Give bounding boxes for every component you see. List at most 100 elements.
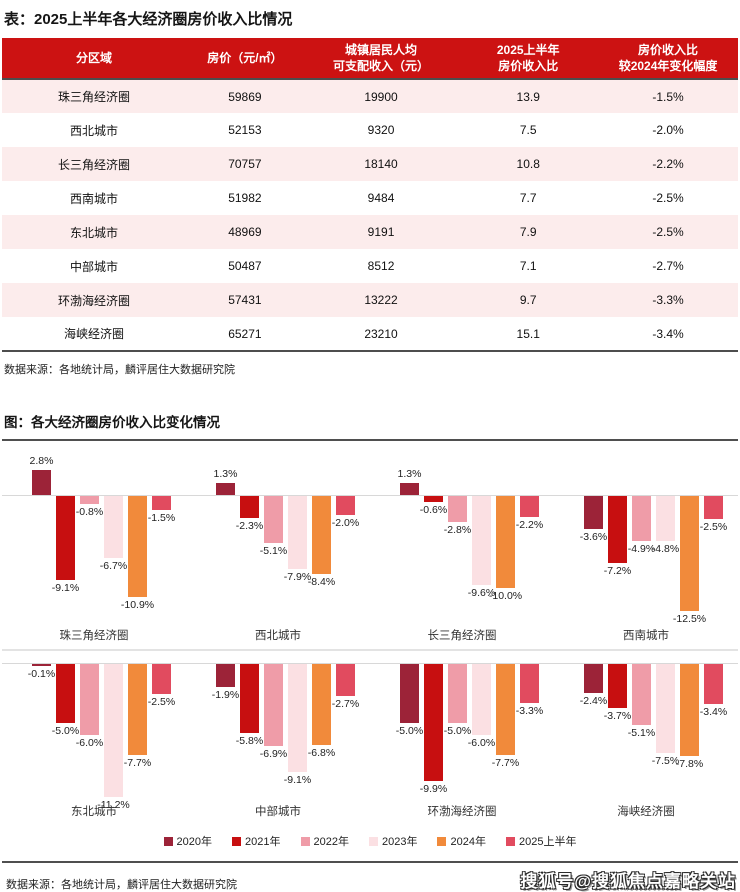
legend-item: 2023年 xyxy=(369,833,417,849)
bar-2024年 xyxy=(312,664,331,745)
table-row: 环渤海经济圈 57431 13222 9.7 -3.3% xyxy=(2,283,738,318)
legend-label: 2023年 xyxy=(382,836,418,849)
bar-2024年 xyxy=(680,664,699,757)
legend-swatch xyxy=(369,836,378,846)
group-label: 长三角经济圈 xyxy=(427,630,497,643)
bar-value-label: 2.8% xyxy=(29,454,54,467)
value-cell: 10.8 xyxy=(516,157,540,172)
bar-value-label: -6.9% xyxy=(259,747,288,760)
bar-2022年 xyxy=(264,496,283,544)
bar-value-label: -6.0% xyxy=(467,737,496,750)
value-cell: 15.1 xyxy=(516,326,540,341)
value-cell: 7.9 xyxy=(519,225,537,240)
column-header-line: 分区域 xyxy=(75,51,112,66)
bar-2022年 xyxy=(632,496,651,542)
bar-2020年 xyxy=(216,664,235,687)
value-cell: -2.2% xyxy=(652,157,684,172)
bar-2021年 xyxy=(608,664,627,709)
value-cell: 7.5 xyxy=(519,123,537,138)
legend-swatch xyxy=(163,836,173,846)
column-header-line: 可支配收入（元） xyxy=(333,59,430,74)
value-cell: 19900 xyxy=(364,89,398,104)
watermark: 搜狐号@搜狐焦点嘉略关站 xyxy=(520,872,736,892)
bar-value-label: -5.0% xyxy=(443,725,472,738)
bar-value-label: -7.8% xyxy=(675,758,704,771)
bar-value-label: 1.3% xyxy=(397,468,422,481)
region-cell: 中部城市 xyxy=(69,259,118,274)
column-header-line: 房价收入比 xyxy=(498,59,559,74)
bar-2022年 xyxy=(80,664,99,736)
value-cell: 48969 xyxy=(228,225,262,240)
table-row: 东北城市 48969 9191 7.9 -2.5% xyxy=(2,215,738,250)
bar-value-label: -0.1% xyxy=(27,667,56,680)
bar-value-label: -2.3% xyxy=(235,519,264,532)
legend-label: 2021年 xyxy=(245,836,281,849)
bar-value-label: -0.6% xyxy=(419,503,448,516)
bar-2021年 xyxy=(424,496,443,502)
column-header-line: 城镇居民人均 xyxy=(345,43,418,57)
bar-2023年 xyxy=(472,496,491,585)
bar-chart: 2.8% -9.1% -0.8% -6.7% -10.9% -1.5% 珠三角经济圈 1.3%… xyxy=(2,439,738,864)
bar-value-label: -7.7% xyxy=(491,757,520,770)
bar-2025上半年 xyxy=(520,496,539,517)
legend-item: 2024年 xyxy=(437,833,486,849)
value-cell: 7.1 xyxy=(519,259,537,274)
bar-value-label: -10.9% xyxy=(120,598,155,611)
chart-source: 数据来源：各地统计局，麟评居住大数据研究院 xyxy=(6,879,237,892)
bar-value-label: 1.3% xyxy=(213,468,238,481)
region-cell: 西北城市 xyxy=(69,123,118,138)
bar-value-label: -2.8% xyxy=(443,524,472,537)
bar-2021年 xyxy=(240,496,259,518)
bar-value-label: -1.9% xyxy=(211,688,240,701)
value-cell: 18140 xyxy=(364,157,398,172)
bar-2025上半年 xyxy=(336,664,355,697)
region-cell: 西南城市 xyxy=(69,191,118,206)
bar-2025上半年 xyxy=(520,664,539,704)
bar-value-label: -3.7% xyxy=(603,710,632,723)
legend-item: 2021年 xyxy=(232,833,281,849)
table-header: 分区域 房价（元/㎡） 城镇居民人均 可支配收入（元） 2025上半年 房价收入比 房价收入… xyxy=(2,38,738,81)
group-label: 珠三角经济圈 xyxy=(59,630,129,643)
chart-row-bottom: -0.1% -5.0% -6.0% -11.2% -7.7% -2.5% 东北城市 -1.9%… xyxy=(2,649,738,825)
bar-2022年 xyxy=(264,664,283,746)
value-cell: 9484 xyxy=(367,191,395,206)
value-cell: 9191 xyxy=(367,225,395,240)
bar-2022年 xyxy=(632,664,651,725)
bar-2025上半年 xyxy=(152,496,171,511)
value-cell: 51982 xyxy=(228,191,262,206)
bar-2020年 xyxy=(32,469,51,496)
bar-value-label: -4.9% xyxy=(627,543,656,556)
bar-2025上半年 xyxy=(704,496,723,520)
region-cell: 东北城市 xyxy=(69,225,118,240)
bar-value-label: -2.2% xyxy=(515,518,544,531)
value-cell: -3.4% xyxy=(652,326,684,341)
bar-value-label: -6.0% xyxy=(75,737,104,750)
bar-value-label: -2.0% xyxy=(331,516,360,529)
value-cell: 8512 xyxy=(367,259,395,274)
table-row: 西北城市 52153 9320 7.5 -2.0% xyxy=(2,113,738,148)
column-header: 2025上半年 房价收入比 xyxy=(458,38,599,81)
bar-value-label: -5.1% xyxy=(259,545,288,558)
region-cell: 长三角经济圈 xyxy=(57,157,130,172)
legend-swatch xyxy=(505,836,515,846)
bar-2025上半年 xyxy=(152,664,171,694)
value-cell: 57431 xyxy=(228,293,262,308)
column-header: 房价（元/㎡） xyxy=(186,38,304,81)
legend-swatch xyxy=(300,836,310,846)
bar-2021年 xyxy=(240,664,259,733)
legend-item: 2025上半年 xyxy=(505,833,576,849)
legend-label: 2020年 xyxy=(176,836,213,849)
column-header: 分区域 xyxy=(2,38,186,81)
value-cell: -2.5% xyxy=(652,225,684,240)
bar-2020年 xyxy=(32,664,51,666)
bar-value-label: -3.4% xyxy=(699,706,728,719)
price-income-table: 分区域 房价（元/㎡） 城镇居民人均 可支配收入（元） 2025上半年 房价收入比 房价收入… xyxy=(2,38,738,353)
value-cell: -3.3% xyxy=(652,293,684,308)
bar-2024年 xyxy=(680,496,699,612)
region-cell: 海峡经济圈 xyxy=(63,327,124,342)
legend-swatch xyxy=(437,836,447,846)
bar-value-label: -7.9% xyxy=(283,571,312,584)
bar-value-label: -8.4% xyxy=(307,575,336,588)
value-cell: 65271 xyxy=(228,326,262,341)
